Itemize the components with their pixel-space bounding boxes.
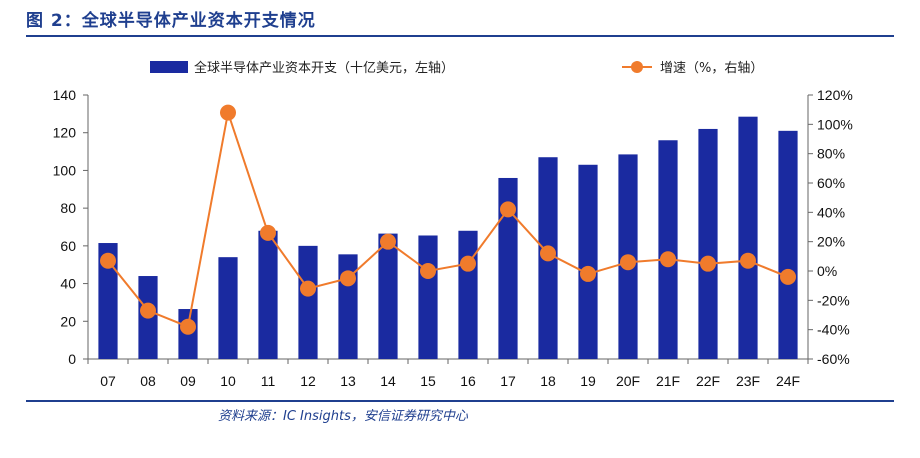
figure-title: 图 2：全球半导体产业资本开支情况 [26,11,316,31]
legend-line-label: 增速（%，右轴） [660,61,763,76]
y-left-tick-label: 20 [60,313,76,329]
growth-point [220,104,236,121]
growth-point [580,265,596,282]
x-tick-label: 16 [460,373,476,389]
y-right-tick-label: 20% [817,234,845,250]
x-tick-label: 07 [100,373,116,389]
bar [218,257,238,359]
axes: 0 20 40 60 80 100 120 140 -60% -40% -20% 0% 20% 40% 60… [53,87,853,367]
bar [458,230,478,359]
legend-bar-swatch [150,61,188,73]
growth-point [300,280,316,297]
bar [698,128,718,359]
bar [378,233,398,359]
growth-point [620,254,636,271]
y-right-tick-label: 80% [817,146,845,162]
x-tick-label: 19 [580,373,596,389]
x-tick-label: 22F [696,373,720,389]
y-right-tick-label: 0% [817,263,837,279]
growth-point [380,233,396,250]
x-tick-label: 17 [500,373,516,389]
y-right-tick-label: 60% [817,175,845,191]
y-right-tick-label: -40% [817,322,850,338]
growth-point [100,252,116,269]
growth-point [140,302,156,319]
y-right-tick-label: -20% [817,292,850,308]
y-right-tick-label: 120% [817,87,853,103]
y-left-tick-label: 80 [60,200,76,216]
x-tick-label: 09 [180,373,196,389]
growth-point [660,251,676,268]
x-tick-label: 13 [340,373,356,389]
title-divider [26,35,894,37]
bar [578,164,598,359]
y-left-tick-label: 60 [60,238,76,254]
legend: 全球半导体产业资本开支（十亿美元，左轴） 增速（%，右轴） [150,60,763,76]
bar [738,116,758,359]
x-tick-label: 24F [776,373,800,389]
growth-point [260,224,276,241]
bar [418,235,438,359]
x-axis-labels: 07 08 09 10 11 12 13 14 15 16 17 18 19 20F 21F 22F 23F 24… [100,373,800,389]
growth-point [540,245,556,262]
footer-divider [26,400,894,402]
bar [298,245,318,359]
y-left-tick-label: 0 [68,351,76,367]
growth-point [700,255,716,272]
growth-point [740,252,756,269]
source-note: 资料来源：IC Insights，安信证券研究中心 [218,409,468,424]
x-tick-label: 18 [540,373,556,389]
y-left-tick-label: 40 [60,276,76,292]
bar [778,130,798,359]
y-left-tick-label: 120 [53,125,77,141]
x-tick-label: 11 [261,373,276,389]
x-tick-label: 14 [380,373,396,389]
growth-point [500,201,516,218]
bar [498,177,518,359]
bar [98,243,118,359]
x-tick-label: 12 [300,373,316,389]
y-left-tick-label: 140 [53,87,77,103]
growth-line [107,108,789,329]
bar [338,254,358,359]
x-tick-label: 21F [656,373,680,389]
capex-chart: 全球半导体产业资本开支（十亿美元，左轴） 增速（%，右轴） 0 20 40 60 80 1… [53,60,853,389]
x-tick-label: 08 [140,373,156,389]
bar-series [98,116,798,359]
bar [658,140,678,359]
y-left-tick-label: 100 [53,162,77,178]
growth-point [180,318,196,335]
growth-point [780,268,796,285]
y-right-tick-label: -60% [817,351,850,367]
x-tick-label: 10 [220,373,236,389]
x-tick-label: 15 [420,373,436,389]
y-right-tick-label: 40% [817,204,845,220]
x-tick-label: 20F [616,373,640,389]
growth-point [420,263,436,279]
growth-point [340,270,356,287]
legend-line-marker [631,61,643,73]
x-tick-label: 23F [736,373,760,389]
growth-point [460,255,476,272]
bar [258,230,278,359]
line-series [100,104,796,335]
legend-bar-label: 全球半导体产业资本开支（十亿美元，左轴） [194,60,454,76]
y-right-tick-label: 100% [817,116,853,132]
